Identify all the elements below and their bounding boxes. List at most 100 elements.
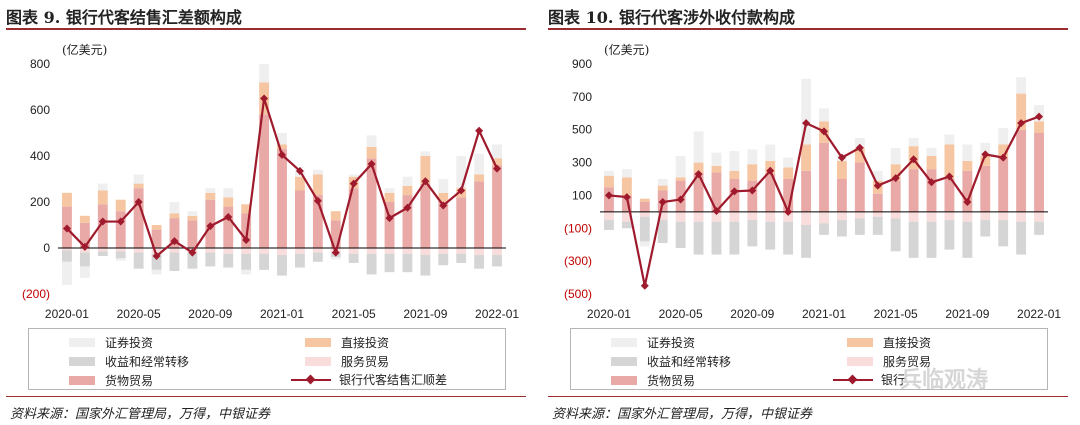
bar-goods bbox=[133, 188, 144, 248]
bar-income bbox=[819, 223, 829, 235]
net-point bbox=[676, 195, 685, 204]
bar-income bbox=[639, 216, 650, 242]
bar-direct bbox=[420, 156, 431, 184]
bar-securities bbox=[783, 157, 794, 168]
net-point bbox=[152, 252, 161, 261]
bar-services bbox=[420, 248, 431, 255]
bar-goods bbox=[366, 158, 377, 248]
bar-services bbox=[277, 248, 287, 255]
bar-securities bbox=[765, 144, 776, 161]
bar-securities bbox=[926, 147, 937, 156]
bar-securities bbox=[330, 257, 341, 260]
bar-goods bbox=[384, 202, 395, 248]
bar-direct bbox=[169, 213, 180, 219]
bar-income bbox=[294, 253, 305, 268]
bar-services bbox=[621, 211, 632, 222]
bar-goods bbox=[783, 179, 794, 212]
bar-goods bbox=[151, 229, 162, 248]
legend-label: 收益和经常转移 bbox=[647, 355, 732, 369]
bar-income bbox=[277, 254, 287, 276]
net-point bbox=[278, 150, 286, 159]
chart-svg-left: (亿美元) (200) 0 200 400 600 800 2020-01 2020-05 202… bbox=[22, 42, 519, 321]
net-point bbox=[622, 193, 631, 202]
legend-label: 证券投资 bbox=[105, 336, 154, 350]
bar-services bbox=[819, 211, 829, 224]
x-tick-label: 2021-01 bbox=[802, 307, 846, 321]
bar-services bbox=[97, 248, 108, 252]
legend-item-services: 服务贸易 bbox=[847, 353, 931, 370]
bar-goods bbox=[980, 165, 991, 212]
chart-title: 图表 10. 银行代客涉外收付款构成 bbox=[548, 8, 795, 27]
chart-title: 图表 9. 银行代客结售汇差额构成 bbox=[6, 8, 242, 27]
legend-label: 银行代客结售汇顺差 bbox=[339, 373, 448, 387]
bar-direct bbox=[998, 144, 1009, 158]
bar-securities bbox=[998, 128, 1009, 145]
bar-goods bbox=[277, 149, 287, 248]
bar-direct bbox=[621, 177, 632, 196]
bar-securities bbox=[312, 169, 323, 175]
bar-goods bbox=[241, 213, 252, 248]
bar-direct bbox=[62, 192, 72, 207]
bar-services bbox=[729, 211, 740, 222]
bar-securities bbox=[962, 144, 973, 161]
x-tick-label: 2021-05 bbox=[332, 307, 376, 321]
title-rule bbox=[548, 28, 1068, 30]
bar-services bbox=[854, 211, 865, 219]
bar-direct bbox=[492, 158, 502, 166]
bar-income bbox=[474, 254, 485, 269]
bar-income bbox=[693, 221, 704, 255]
net-point bbox=[260, 94, 269, 103]
bar-goods bbox=[962, 170, 973, 212]
bar-services bbox=[438, 248, 449, 254]
bar-goods bbox=[836, 179, 847, 212]
bar-income bbox=[657, 220, 668, 244]
net-point bbox=[349, 179, 358, 188]
bar-income bbox=[621, 221, 632, 229]
bar-goods bbox=[711, 172, 722, 212]
swatch-direct bbox=[847, 338, 873, 347]
bar-goods bbox=[765, 174, 776, 212]
bar-goods bbox=[639, 202, 650, 212]
bar-services bbox=[366, 248, 377, 254]
net-point bbox=[784, 207, 793, 216]
bar-direct bbox=[836, 160, 847, 179]
y-tick-label: 200 bbox=[30, 195, 50, 209]
bar-securities bbox=[402, 176, 413, 186]
bar-direct bbox=[980, 156, 991, 166]
legend-label: 服务贸易 bbox=[341, 355, 390, 369]
bar-goods bbox=[259, 114, 270, 248]
bar-direct bbox=[187, 215, 198, 221]
bar-direct bbox=[277, 144, 287, 150]
bar-services bbox=[492, 248, 502, 255]
bar-goods bbox=[456, 197, 467, 248]
bar-services bbox=[836, 211, 847, 221]
legend-item-direct: 直接投资 bbox=[305, 334, 389, 351]
bar-goods bbox=[729, 179, 740, 212]
legend-label: 直接投资 bbox=[341, 336, 390, 350]
legend-label: 服务贸易 bbox=[883, 355, 932, 369]
bar-direct bbox=[783, 167, 794, 179]
bar-income bbox=[998, 220, 1009, 247]
swatch-income bbox=[69, 357, 95, 366]
bar-goods bbox=[890, 180, 901, 212]
y-tick-label: (100) bbox=[564, 221, 592, 235]
net-point bbox=[766, 166, 775, 175]
bar-services bbox=[693, 211, 704, 222]
net-point bbox=[116, 217, 125, 226]
net-point bbox=[1035, 112, 1044, 121]
bar-direct bbox=[747, 164, 758, 181]
bar-goods bbox=[747, 180, 758, 212]
bar-services bbox=[62, 248, 72, 251]
bar-securities bbox=[348, 174, 359, 177]
bar-income bbox=[456, 253, 467, 263]
bar-securities bbox=[115, 258, 126, 261]
net-point bbox=[748, 186, 757, 195]
legend-item-income: 收益和经常转移 bbox=[611, 353, 731, 370]
net-point bbox=[640, 281, 649, 290]
bar-securities bbox=[187, 211, 198, 216]
bar-goods bbox=[169, 218, 180, 248]
swatch-services bbox=[305, 357, 331, 366]
bar-services bbox=[926, 211, 937, 222]
net-point bbox=[224, 212, 233, 221]
bar-direct bbox=[205, 192, 216, 200]
